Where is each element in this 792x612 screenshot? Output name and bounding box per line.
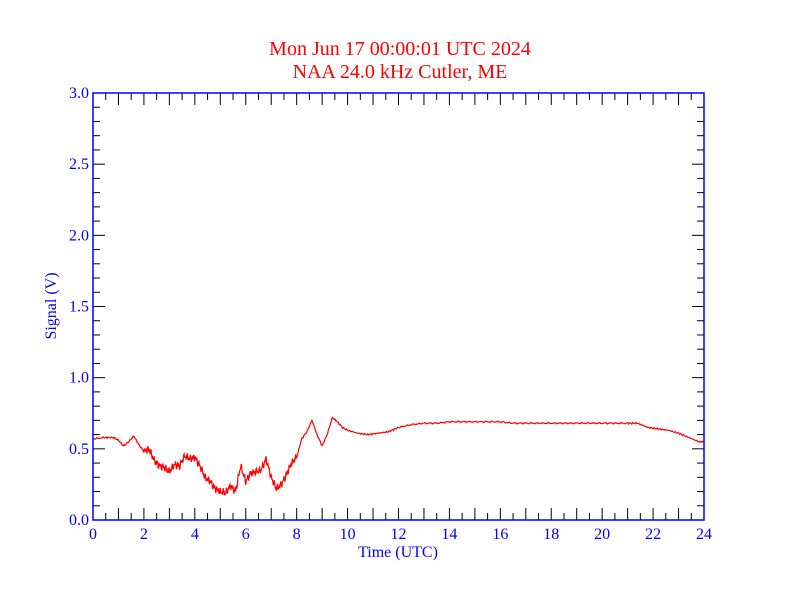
y-tick-label: 1.5 xyxy=(69,299,89,316)
chart-subtitle: NAA 24.0 kHz Cutler, ME xyxy=(293,61,508,83)
x-tick-label: 20 xyxy=(594,526,610,543)
x-tick-label: 12 xyxy=(391,526,407,543)
y-tick-label: 3.0 xyxy=(69,85,89,102)
y-tick-label: 2.5 xyxy=(69,156,89,173)
chart-title: Mon Jun 17 00:00:01 UTC 2024 xyxy=(269,38,531,60)
y-tick-label: 2.0 xyxy=(69,227,89,244)
x-tick-label: 10 xyxy=(340,526,356,543)
x-tick-label: 4 xyxy=(191,526,199,543)
x-tick-label: 16 xyxy=(492,526,508,543)
x-tick-label: 18 xyxy=(543,526,559,543)
y-tick-label: 0.0 xyxy=(69,512,89,529)
x-axis-label: Time (UTC) xyxy=(358,544,438,561)
series-line xyxy=(92,416,705,496)
x-tick-label: 2 xyxy=(140,526,148,543)
y-tick-label: 1.0 xyxy=(69,370,89,387)
plot-frame xyxy=(92,92,705,521)
y-tick-label: 0.5 xyxy=(69,441,89,458)
x-tick-label: 22 xyxy=(645,526,661,543)
y-axis-label: Signal (V) xyxy=(43,272,60,339)
x-tick-label: 24 xyxy=(696,526,712,543)
x-tick-label: 8 xyxy=(293,526,301,543)
x-tick-label: 14 xyxy=(441,526,457,543)
x-tick-label: 0 xyxy=(89,526,97,543)
x-tick-label: 6 xyxy=(242,526,250,543)
